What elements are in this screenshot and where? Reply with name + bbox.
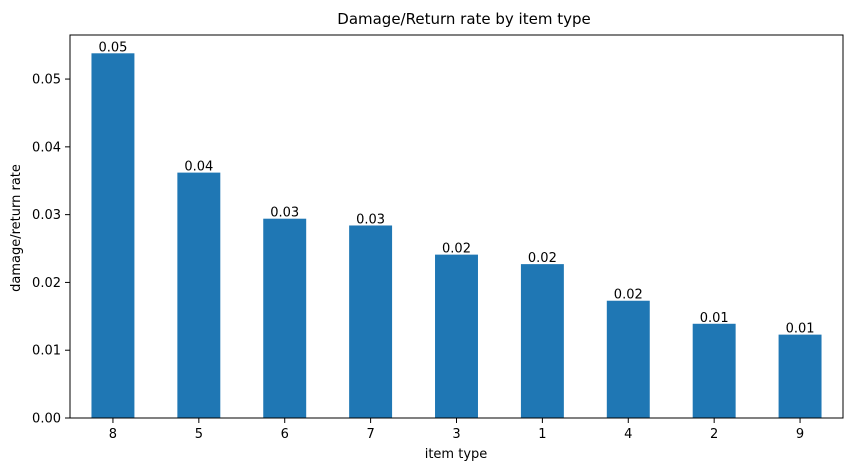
bar-4 [606, 300, 650, 418]
bar-7 [349, 225, 393, 418]
x-axis-title: item type [425, 447, 488, 462]
y-tick-label-2: 0.02 [32, 276, 61, 291]
x-tick-label-7: 7 [366, 427, 374, 442]
data-label-7: 0.03 [356, 212, 385, 227]
data-label-4: 0.02 [614, 288, 643, 303]
x-tick-label-1: 1 [538, 427, 546, 442]
x-tick-label-3: 3 [452, 427, 460, 442]
bars-group [91, 53, 822, 419]
data-label-2: 0.01 [700, 311, 729, 326]
bar-3 [435, 254, 478, 418]
x-tick-label-5: 5 [195, 427, 203, 442]
x-tick-label-4: 4 [624, 427, 632, 442]
data-labels-group: 0.05 0.04 0.03 0.03 0.02 0.02 0.02 0.01 0.01 [98, 40, 814, 336]
plot-frame [69, 34, 844, 419]
chart-title: Damage/Return rate by item type [337, 10, 590, 28]
x-tick-label-6: 6 [281, 427, 289, 442]
y-tick-label-5: 0.05 [32, 73, 61, 88]
y-tick-label-0: 0.00 [32, 412, 61, 427]
data-label-5: 0.04 [184, 160, 213, 175]
data-label-9: 0.01 [786, 322, 815, 337]
y-tick-label-4: 0.04 [32, 140, 61, 155]
y-axis: 0.00 0.01 0.02 0.03 0.04 0.05 [32, 73, 70, 427]
y-tick-label-1: 0.01 [32, 344, 61, 359]
data-label-6: 0.03 [270, 206, 299, 221]
bar-9 [778, 334, 822, 418]
bar-2 [692, 323, 736, 418]
x-tick-label-8: 8 [109, 427, 117, 442]
x-axis: 8 5 6 7 3 1 4 2 9 [109, 418, 804, 442]
x-tick-label-9: 9 [796, 427, 804, 442]
bar-6 [263, 218, 307, 418]
y-axis-title: damage/return rate [9, 164, 24, 292]
y-tick-label-3: 0.03 [32, 208, 61, 223]
data-label-1: 0.02 [528, 251, 557, 266]
data-label-8: 0.05 [98, 40, 127, 55]
data-label-3: 0.02 [442, 242, 471, 257]
bar-8 [91, 53, 135, 419]
x-tick-label-2: 2 [710, 427, 718, 442]
bar-1 [520, 264, 564, 418]
bar-5 [177, 172, 221, 418]
